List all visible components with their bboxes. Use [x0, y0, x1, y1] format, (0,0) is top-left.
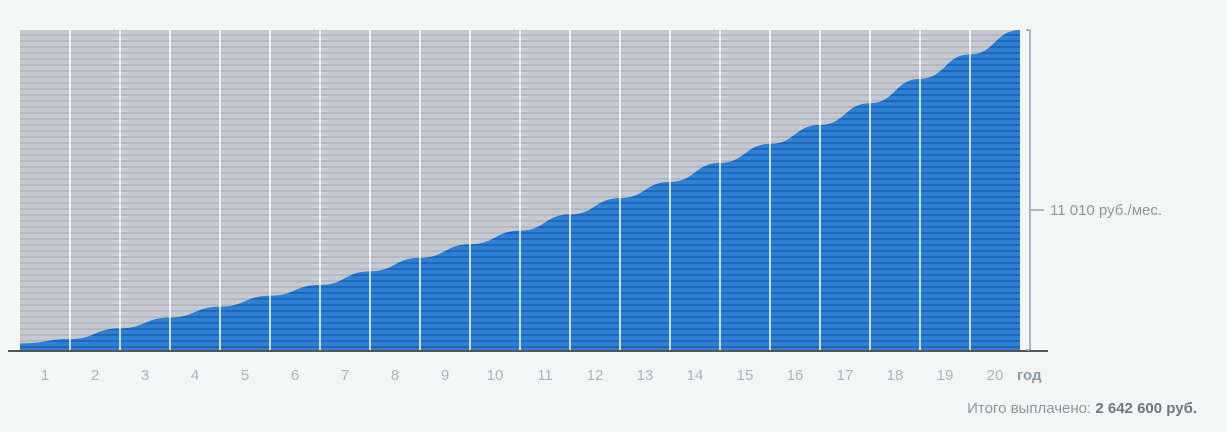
x-tick-label: 8: [391, 367, 399, 384]
x-tick-label: 9: [441, 367, 449, 384]
x-tick-label: 15: [737, 367, 754, 384]
x-tick-label: 19: [937, 367, 954, 384]
x-tick-label: 13: [637, 367, 654, 384]
total-paid: Итого выплачено: 2 642 600 руб.: [967, 400, 1197, 417]
x-tick-label: 17: [837, 367, 854, 384]
x-tick-label: 11: [537, 367, 553, 384]
x-tick-label: 6: [291, 367, 299, 384]
x-tick-label: 12: [587, 367, 604, 384]
grid-lines: [69, 30, 971, 350]
total-value: 2 642 600 руб.: [1095, 400, 1197, 417]
x-tick-labels: 1 2 3 4 5 6 7 8 9 10 11 12 13 14 15 16 17 18 19 20: [41, 367, 1004, 384]
x-unit-label: год: [1017, 367, 1042, 384]
payment-bracket: [1026, 29, 1044, 351]
x-tick-label: 16: [787, 367, 804, 384]
x-tick-label: 5: [241, 367, 249, 384]
x-tick-label: 20: [987, 367, 1004, 384]
x-tick-label: 2: [91, 367, 99, 384]
x-tick-label: 14: [687, 367, 704, 384]
x-tick-label: 10: [487, 367, 504, 384]
x-tick-label: 1: [41, 367, 49, 384]
x-tick-label: 3: [141, 367, 149, 384]
x-tick-label: 7: [341, 367, 349, 384]
total-prefix: Итого выплачено:: [967, 400, 1092, 417]
x-tick-label: 18: [887, 367, 904, 384]
x-tick-label: 4: [191, 367, 199, 384]
payment-label: 11 010 руб./мес.: [1050, 202, 1162, 219]
